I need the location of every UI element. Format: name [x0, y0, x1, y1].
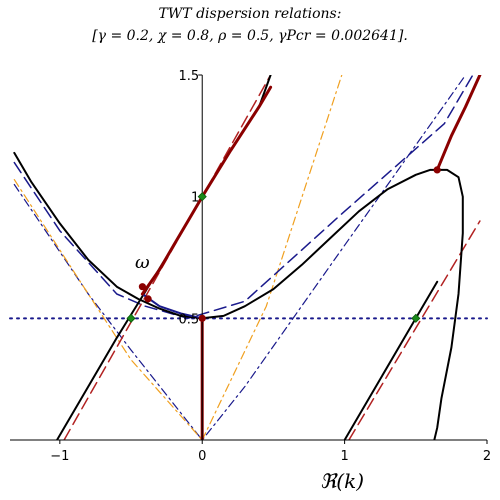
marker-point	[411, 313, 421, 323]
x-tick-label: −1	[50, 449, 69, 464]
y-tick-label: 0.5	[179, 312, 200, 327]
chart-title-line-1: TWT dispersion relations:	[159, 6, 342, 22]
marker-point	[138, 283, 147, 291]
omega-annotation: ω	[135, 252, 150, 273]
series-left-branch	[13, 151, 464, 440]
series-red-thick-left	[140, 85, 273, 296]
series-red-thick-right	[435, 75, 482, 172]
chart-title-line-2: [γ = 0.2, χ = 0.8, ρ = 0.5, γPcr = 0.002…	[92, 28, 408, 44]
x-tick-label: 0	[198, 449, 206, 464]
marker-point	[144, 295, 152, 303]
tick-label-layer: −1 0 1 2 0.5 1 1.5	[50, 69, 491, 464]
axes-layer	[10, 74, 488, 444]
x-axis-label: ℜ(k)	[320, 469, 364, 493]
series-navy-dashdot	[13, 75, 467, 440]
x-tick-label: 1	[340, 449, 348, 464]
marker-point	[126, 313, 136, 323]
marker-point	[198, 314, 206, 322]
series-orange-dashdot-right	[201, 75, 343, 440]
x-tick-label: 2	[483, 449, 491, 464]
series-navy-dash	[13, 75, 474, 320]
marker-layer	[126, 166, 441, 323]
series-orange-dashdot-left	[13, 179, 203, 440]
series-right-line	[343, 280, 439, 440]
series-layer	[13, 75, 482, 440]
marker-point	[197, 192, 207, 202]
series-upper-line	[56, 75, 272, 440]
y-tick-label: 1.5	[179, 69, 200, 84]
marker-point	[433, 166, 441, 174]
y-tick-label: 1	[191, 191, 199, 206]
series-red-dash-right	[348, 220, 481, 440]
